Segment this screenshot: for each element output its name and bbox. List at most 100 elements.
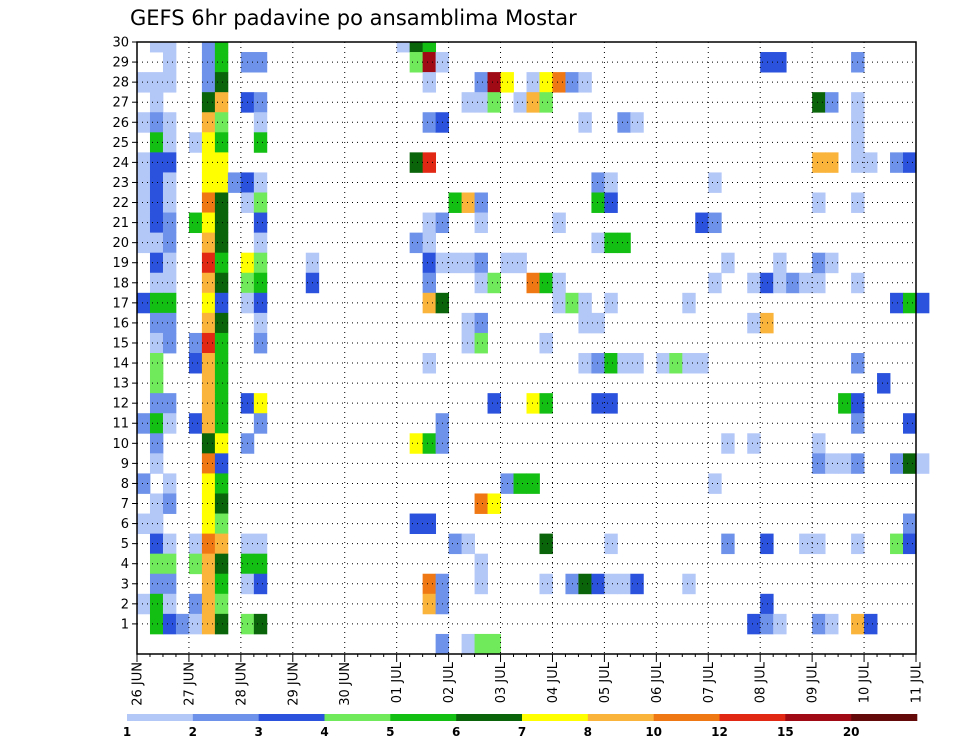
colorbar-label: 2 bbox=[189, 725, 197, 739]
y-tick-label: 10 bbox=[112, 437, 129, 452]
heatmap-cell bbox=[214, 132, 229, 153]
heatmap-cell bbox=[214, 312, 229, 334]
heatmap-cell bbox=[422, 152, 437, 173]
heatmap-cell bbox=[474, 192, 488, 213]
heatmap-cell bbox=[409, 52, 424, 73]
heatmap-cell bbox=[474, 573, 488, 595]
heatmap-cell bbox=[682, 292, 696, 314]
heatmap-cell bbox=[137, 192, 151, 213]
heatmap-cell bbox=[201, 92, 216, 113]
heatmap-cell bbox=[396, 42, 411, 53]
heatmap-cell bbox=[539, 72, 553, 93]
heatmap-cell bbox=[253, 232, 268, 254]
heatmap-cell bbox=[422, 212, 437, 234]
heatmap-cell bbox=[253, 312, 268, 334]
heatmap-cell bbox=[422, 272, 437, 294]
heatmap-cell bbox=[188, 212, 203, 234]
heatmap-cell bbox=[214, 373, 229, 394]
heatmap-cell bbox=[812, 252, 826, 274]
heatmap-cell bbox=[214, 413, 229, 434]
heatmap-cell bbox=[812, 433, 826, 454]
heatmap-cell bbox=[149, 513, 164, 535]
heatmap-cell bbox=[513, 252, 527, 274]
heatmap-cell bbox=[253, 132, 268, 153]
heatmap-cell bbox=[812, 533, 826, 555]
y-tick-label: 5 bbox=[121, 537, 129, 552]
heatmap-cell bbox=[552, 212, 566, 234]
heatmap-cell bbox=[201, 42, 216, 53]
heatmap-cell bbox=[149, 332, 164, 354]
heatmap-cell bbox=[162, 172, 177, 193]
heatmap-cell bbox=[214, 332, 229, 354]
heatmap-cell bbox=[448, 192, 462, 213]
x-tick-label: 08 JUL bbox=[754, 661, 769, 703]
heatmap-cell bbox=[474, 493, 488, 514]
heatmap-cell bbox=[526, 72, 540, 93]
heatmap-cell bbox=[838, 453, 852, 474]
y-tick-label: 9 bbox=[121, 457, 129, 472]
heatmap-cell bbox=[591, 353, 605, 374]
heatmap-cell bbox=[578, 573, 592, 595]
heatmap-cell bbox=[708, 212, 722, 234]
y-tick-label: 24 bbox=[112, 156, 129, 171]
heatmap-cell bbox=[422, 593, 437, 615]
colorbar-swatch bbox=[258, 714, 325, 721]
heatmap-cell bbox=[812, 453, 826, 474]
heatmap-cell bbox=[812, 272, 826, 294]
heatmap-cell bbox=[201, 272, 216, 294]
heatmap-cell bbox=[201, 413, 216, 434]
heatmap-cell bbox=[137, 212, 151, 234]
heatmap-cell bbox=[149, 292, 164, 314]
heatmap-cell bbox=[539, 92, 553, 113]
colorbar-swatch bbox=[192, 714, 259, 721]
heatmap-cell bbox=[552, 72, 566, 93]
heatmap-cell bbox=[773, 272, 787, 294]
heatmap-cell bbox=[253, 613, 268, 635]
heatmap-cell bbox=[474, 633, 488, 655]
colorbar-swatch bbox=[851, 714, 918, 721]
heatmap-cell bbox=[149, 252, 164, 274]
heatmap-cell bbox=[253, 192, 268, 213]
heatmap-cell bbox=[214, 453, 229, 474]
heatmap-cell bbox=[578, 72, 592, 93]
heatmap-cell bbox=[149, 413, 164, 434]
heatmap-cell bbox=[188, 533, 203, 555]
heatmap-cell bbox=[825, 613, 839, 635]
chart-title: GEFS 6hr padavine po ansamblima Mostar bbox=[130, 6, 577, 30]
heatmap-cell bbox=[201, 493, 216, 514]
heatmap-cell bbox=[604, 533, 618, 555]
heatmap-cell bbox=[201, 433, 216, 454]
heatmap-cell bbox=[487, 633, 501, 655]
heatmap-cell bbox=[253, 533, 268, 555]
heatmap-cell bbox=[201, 52, 216, 73]
heatmap-cell bbox=[201, 513, 216, 535]
heatmap-cell bbox=[253, 112, 268, 133]
heatmap-cell bbox=[760, 613, 774, 635]
heatmap-cell bbox=[682, 573, 696, 595]
heatmap-cell bbox=[214, 252, 229, 274]
heatmap-cell bbox=[201, 332, 216, 354]
heatmap-cell bbox=[201, 553, 216, 575]
y-tick-label: 4 bbox=[121, 557, 129, 572]
y-tick-label: 17 bbox=[112, 296, 129, 311]
heatmap-cell bbox=[578, 353, 592, 374]
heatmap-cell bbox=[162, 252, 177, 274]
colorbar-label: 8 bbox=[584, 725, 592, 739]
heatmap-cell bbox=[253, 413, 268, 434]
heatmap-cell bbox=[162, 493, 177, 514]
heatmap-cell bbox=[474, 272, 488, 294]
heatmap-cell bbox=[526, 393, 540, 414]
heatmap-cell bbox=[461, 312, 475, 334]
heatmap-cell bbox=[214, 553, 229, 575]
heatmap-cell bbox=[461, 192, 475, 213]
heatmap-cell bbox=[799, 533, 813, 555]
heatmap-cell bbox=[149, 353, 164, 374]
heatmap-cell bbox=[214, 433, 229, 454]
heatmap-cell bbox=[214, 292, 229, 314]
heatmap-cell bbox=[201, 212, 216, 234]
colorbar-swatch bbox=[390, 714, 457, 721]
heatmap-cell bbox=[201, 172, 216, 193]
heatmap-cell bbox=[149, 453, 164, 474]
heatmap-cell bbox=[137, 232, 151, 254]
